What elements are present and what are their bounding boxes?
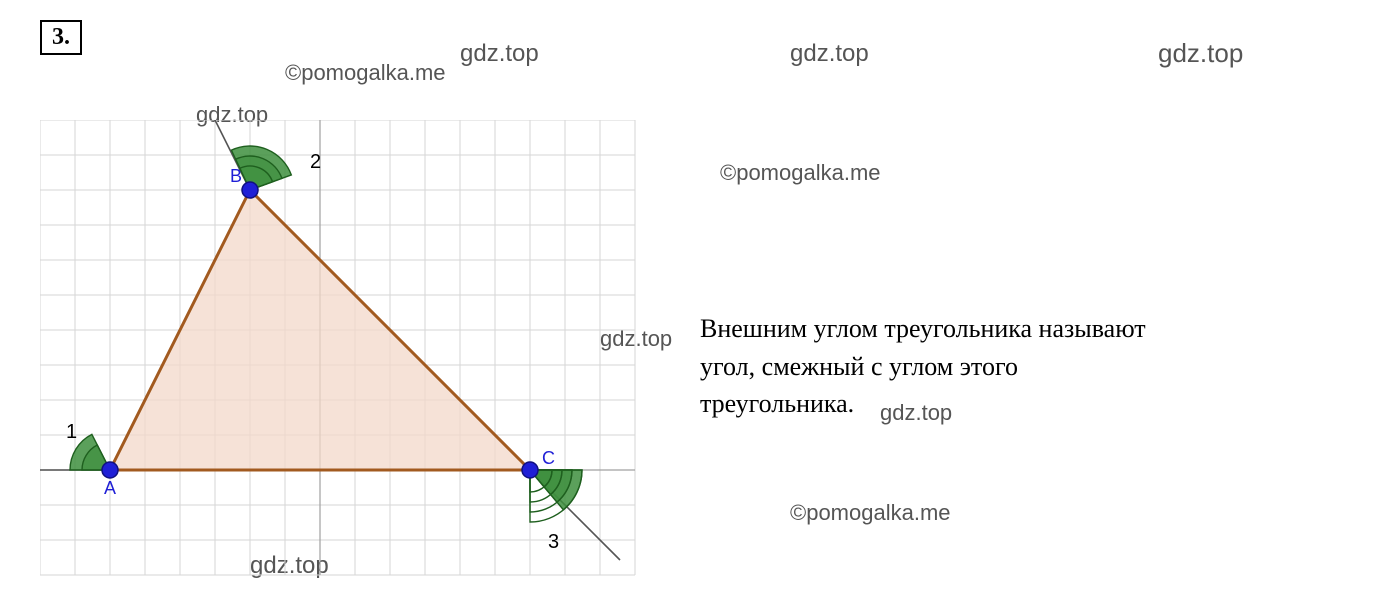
svg-text:C: C [542,448,555,468]
answer-line-1: Внешним углом треугольника называют [700,310,1146,348]
svg-text:B: B [230,166,242,186]
figure-svg: A B C 1 2 3 [40,120,660,580]
svg-text:3: 3 [548,531,559,553]
watermark: ©pomogalka.me [720,160,881,186]
svg-text:1: 1 [66,421,77,443]
page: 3. ©pomogalka.me gdz.top gdz.top gdz.top… [0,0,1400,596]
svg-text:2: 2 [310,151,321,173]
answer-line-3: треугольника. [700,385,1146,423]
answer-line-2: угол, смежный с углом этого [700,348,1146,386]
watermark: ©pomogalka.me [285,60,446,86]
watermark: gdz.top [790,40,869,68]
answer-text: Внешним углом треугольника называют угол… [700,310,1146,423]
problem-number: 3. [40,20,82,55]
watermark: gdz.top [460,40,539,68]
watermark: ©pomogalka.me [790,500,951,526]
svg-text:A: A [104,478,116,498]
watermark: gdz.top [1158,38,1243,69]
triangle-figure: A B C 1 2 3 [40,120,660,580]
